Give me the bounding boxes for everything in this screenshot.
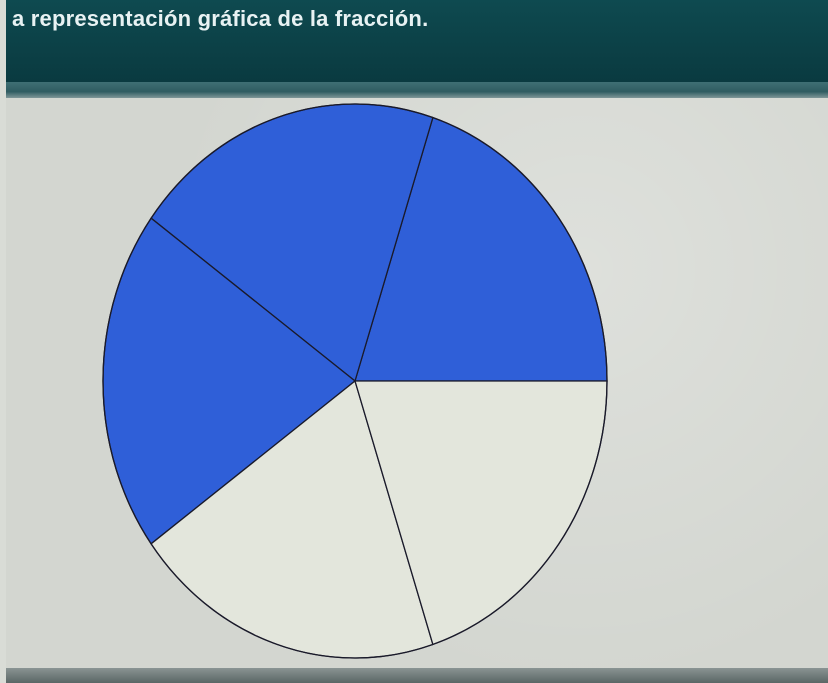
header-divider (6, 82, 828, 98)
pie-outline (102, 103, 608, 659)
screen-left-edge (0, 0, 6, 683)
content-area (6, 98, 828, 668)
header-bar: a representación gráfica de la fracción. (6, 0, 828, 82)
instruction-text: a representación gráfica de la fracción. (12, 6, 429, 31)
bottom-divider (6, 668, 828, 683)
fraction-pie-chart (102, 103, 608, 659)
